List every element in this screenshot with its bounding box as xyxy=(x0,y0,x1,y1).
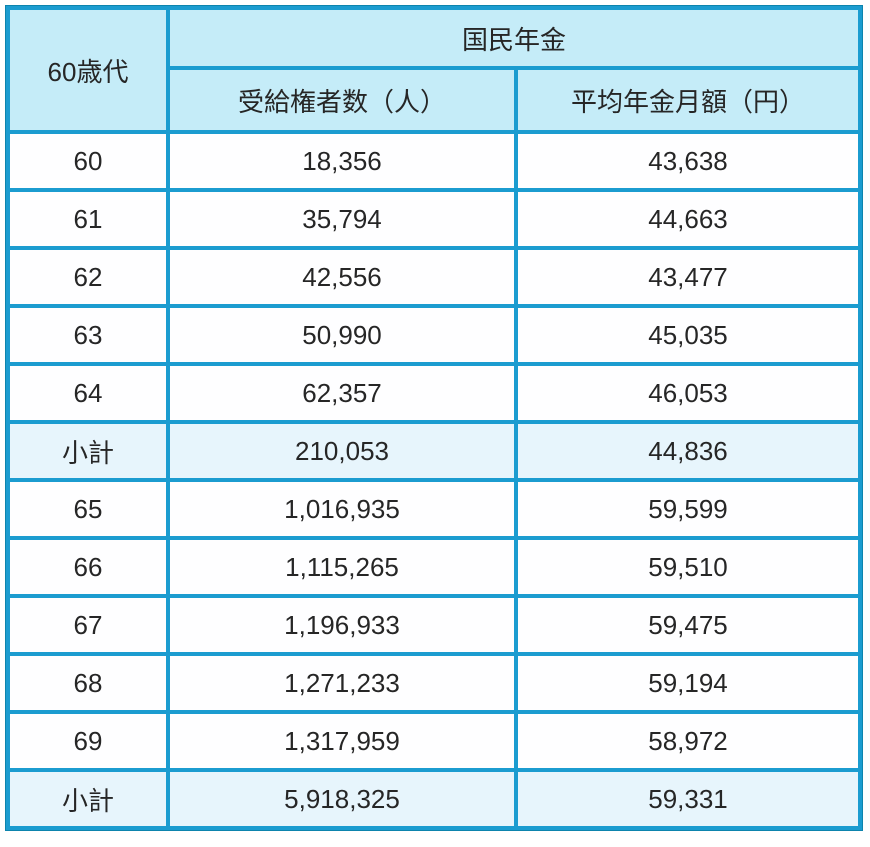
recipients-cell: 1,115,265 xyxy=(166,536,518,598)
age-cell: 小計 xyxy=(6,768,170,830)
table-row: 68 1,271,233 59,194 xyxy=(6,652,863,714)
recipients-header-cell: 受給権者数（人） xyxy=(166,66,518,134)
recipients-cell: 35,794 xyxy=(166,188,518,250)
age-cell: 62 xyxy=(6,246,170,308)
avg-monthly-cell: 59,599 xyxy=(513,478,863,540)
avg-monthly-cell: 43,638 xyxy=(513,130,863,192)
table-row: 61 35,794 44,663 xyxy=(6,188,863,250)
age-cell: 63 xyxy=(6,304,170,366)
avg-monthly-cell: 59,510 xyxy=(513,536,863,598)
table-row: 66 1,115,265 59,510 xyxy=(6,536,863,598)
table-row: 67 1,196,933 59,475 xyxy=(6,594,863,656)
avg-monthly-cell: 46,053 xyxy=(513,362,863,424)
avg-monthly-cell: 44,836 xyxy=(513,420,863,482)
avg-monthly-cell: 44,663 xyxy=(513,188,863,250)
table-row: 63 50,990 45,035 xyxy=(6,304,863,366)
table-row: 62 42,556 43,477 xyxy=(6,246,863,308)
age-cell: 64 xyxy=(6,362,170,424)
table-body: 60 18,356 43,638 61 35,794 44,663 62 42,556 43,4… xyxy=(6,130,863,830)
age-cell: 60 xyxy=(6,130,170,192)
avg-monthly-cell: 45,035 xyxy=(513,304,863,366)
recipients-cell: 18,356 xyxy=(166,130,518,192)
header-row-group: 60歳代 国民年金 xyxy=(6,6,863,134)
avg-monthly-cell: 59,331 xyxy=(513,768,863,830)
avg-monthly-cell: 43,477 xyxy=(513,246,863,308)
recipients-cell: 42,556 xyxy=(166,246,518,308)
subtotal-row: 小計 210,053 44,836 xyxy=(6,420,863,482)
header-row-columns: 受給権者数（人） 平均年金月額（円） xyxy=(8,66,863,134)
table-row: 60 18,356 43,638 xyxy=(6,130,863,192)
age-cell: 小計 xyxy=(6,420,170,482)
age-group-header-cell: 60歳代 xyxy=(6,6,170,134)
age-cell: 65 xyxy=(6,478,170,540)
group-header-cell: 国民年金 xyxy=(165,6,863,70)
recipients-cell: 62,357 xyxy=(166,362,518,424)
avg-monthly-cell: 58,972 xyxy=(513,710,863,772)
recipients-cell: 1,196,933 xyxy=(166,594,518,656)
recipients-cell: 1,271,233 xyxy=(166,652,518,714)
pension-table: 60歳代 国民年金 受給権者数（人） 平均年金月額（円） 60 18,356 43,… xyxy=(4,5,864,831)
avg-monthly-cell: 59,475 xyxy=(513,594,863,656)
table-row: 65 1,016,935 59,599 xyxy=(6,478,863,540)
table-row: 64 62,357 46,053 xyxy=(6,362,863,424)
age-cell: 61 xyxy=(6,188,170,250)
table-header: 60歳代 国民年金 受給権者数（人） 平均年金月額（円） xyxy=(6,6,863,134)
table-row: 69 1,317,959 58,972 xyxy=(6,710,863,772)
recipients-cell: 1,016,935 xyxy=(166,478,518,540)
age-cell: 67 xyxy=(6,594,170,656)
age-cell: 68 xyxy=(6,652,170,714)
age-cell: 66 xyxy=(6,536,170,598)
avg-monthly-header-cell: 平均年金月額（円） xyxy=(513,66,863,134)
recipients-cell: 1,317,959 xyxy=(166,710,518,772)
subtotal-row: 小計 5,918,325 59,331 xyxy=(6,768,863,830)
age-cell: 69 xyxy=(6,710,170,772)
recipients-cell: 5,918,325 xyxy=(166,768,518,830)
recipients-cell: 210,053 xyxy=(166,420,518,482)
avg-monthly-cell: 59,194 xyxy=(513,652,863,714)
recipients-cell: 50,990 xyxy=(166,304,518,366)
